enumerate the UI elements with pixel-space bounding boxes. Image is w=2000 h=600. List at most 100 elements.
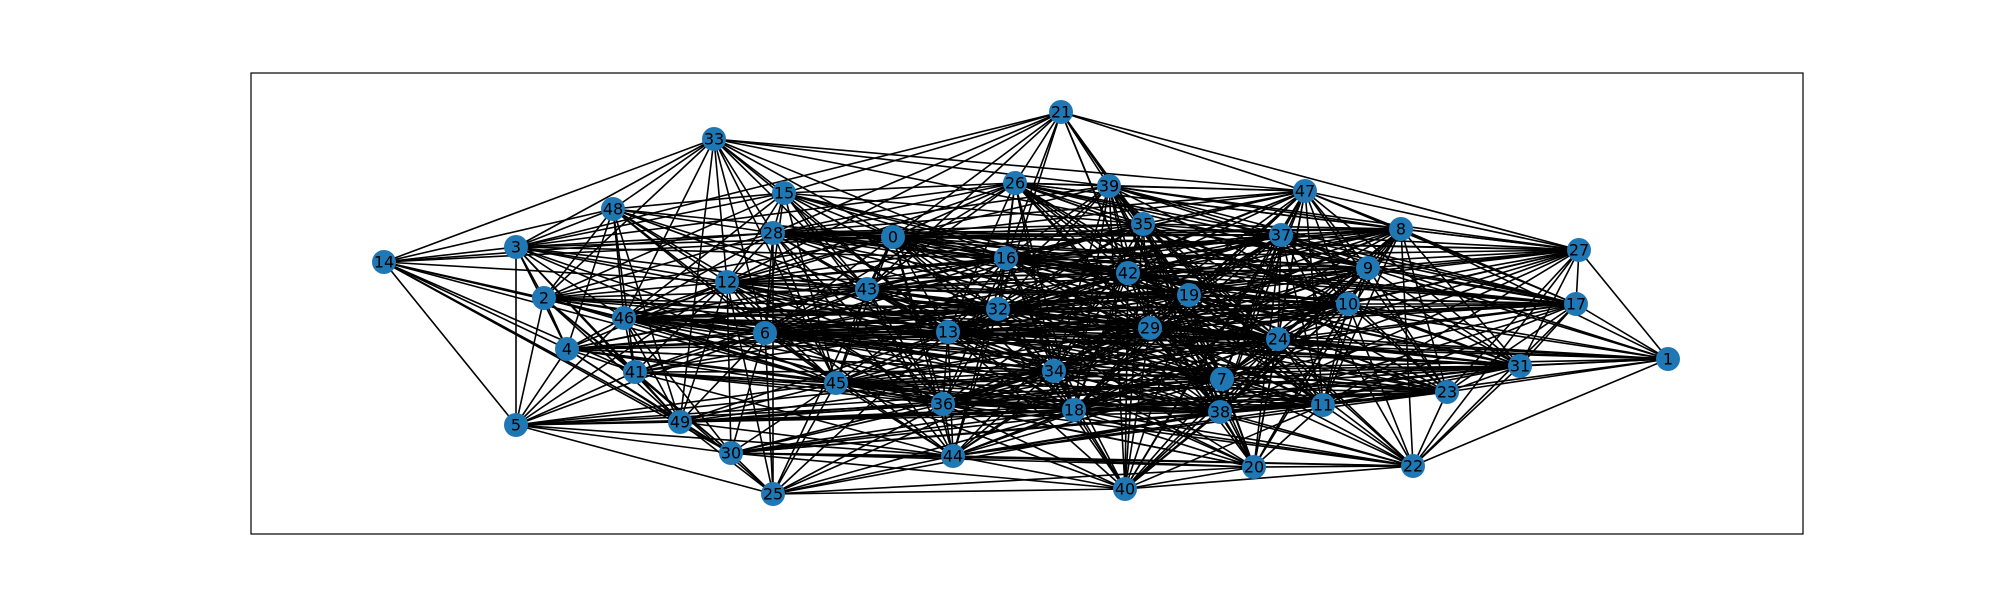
edge-33-3 bbox=[515, 138, 715, 248]
edge-39-38 bbox=[1108, 185, 1221, 413]
node-label-34: 34 bbox=[1044, 362, 1064, 381]
edge-27-1 bbox=[1578, 249, 1669, 360]
node-24: 24 bbox=[1266, 327, 1290, 351]
node-label-44: 44 bbox=[943, 447, 963, 466]
edge-5-25 bbox=[515, 424, 774, 495]
node-circle-31 bbox=[1508, 354, 1532, 378]
node-circle-8 bbox=[1389, 217, 1413, 241]
edge-14-33 bbox=[383, 138, 715, 263]
node-0: 0 bbox=[881, 225, 905, 249]
edge-13-18 bbox=[947, 331, 1075, 411]
edge-37-17 bbox=[1280, 234, 1577, 305]
edge-28-39 bbox=[772, 185, 1110, 234]
edge-11-22 bbox=[1322, 404, 1414, 467]
edge-24-40 bbox=[1124, 338, 1279, 490]
edge-8-23 bbox=[1400, 228, 1448, 393]
node-label-39: 39 bbox=[1099, 177, 1119, 196]
node-circle-27 bbox=[1567, 238, 1591, 262]
node-circle-16 bbox=[994, 246, 1018, 270]
edge-33-12 bbox=[713, 138, 728, 283]
edge-37-8 bbox=[1280, 228, 1402, 236]
edge-21-26 bbox=[1014, 111, 1062, 184]
edge-30-40 bbox=[730, 452, 1126, 490]
edge-29-18 bbox=[1073, 327, 1151, 411]
node-17: 17 bbox=[1564, 292, 1588, 316]
edge-28-8 bbox=[772, 228, 1402, 234]
node-47: 47 bbox=[1293, 179, 1317, 203]
edge-43-26 bbox=[866, 182, 1016, 290]
edge-42-34 bbox=[1053, 272, 1129, 372]
node-28: 28 bbox=[761, 221, 785, 245]
node-circle-45 bbox=[824, 371, 848, 395]
edge-44-40 bbox=[952, 455, 1126, 490]
node-31: 31 bbox=[1508, 354, 1532, 378]
edge-36-19 bbox=[942, 294, 1190, 405]
node-29: 29 bbox=[1138, 316, 1162, 340]
node-label-6: 6 bbox=[760, 324, 770, 343]
node-21: 21 bbox=[1049, 100, 1073, 124]
node-49: 49 bbox=[668, 410, 692, 434]
edge-5-45 bbox=[515, 382, 837, 426]
node-label-49: 49 bbox=[670, 413, 690, 432]
edge-15-46 bbox=[623, 192, 785, 319]
edge-42-32 bbox=[997, 272, 1129, 310]
edge-3-49 bbox=[515, 246, 681, 423]
node-26: 26 bbox=[1003, 171, 1027, 195]
edge-39-47 bbox=[1108, 185, 1306, 192]
edge-29-7 bbox=[1149, 327, 1223, 380]
node-8: 8 bbox=[1389, 217, 1413, 241]
edge-13-11 bbox=[947, 331, 1324, 406]
edge-14-28 bbox=[383, 232, 774, 263]
node-46: 46 bbox=[612, 306, 636, 330]
node-label-2: 2 bbox=[539, 289, 549, 308]
node-48: 48 bbox=[601, 197, 625, 221]
edge-24-31 bbox=[1277, 338, 1521, 367]
node-35: 35 bbox=[1131, 212, 1155, 236]
edge-47-27 bbox=[1304, 190, 1580, 251]
node-label-37: 37 bbox=[1271, 226, 1291, 245]
node-19: 19 bbox=[1177, 283, 1201, 307]
node-43: 43 bbox=[855, 277, 879, 301]
edge-37-9 bbox=[1280, 234, 1369, 269]
node-label-29: 29 bbox=[1140, 319, 1160, 338]
edge-11-40 bbox=[1124, 404, 1324, 490]
edge-9-1 bbox=[1367, 267, 1669, 360]
node-label-26: 26 bbox=[1005, 174, 1025, 193]
edge-30-46 bbox=[623, 317, 732, 454]
node-circle-14 bbox=[372, 250, 396, 274]
node-1: 1 bbox=[1656, 347, 1680, 371]
edge-6-26 bbox=[764, 182, 1016, 334]
edge-39-34 bbox=[1053, 185, 1110, 372]
edge-24-18 bbox=[1073, 338, 1279, 411]
edge-29-11 bbox=[1149, 327, 1324, 406]
node-circle-32 bbox=[986, 297, 1010, 321]
edge-41-36 bbox=[634, 371, 944, 405]
edge-44-34 bbox=[952, 370, 1055, 457]
edge-34-20 bbox=[1053, 370, 1255, 468]
edge-17-1 bbox=[1575, 303, 1669, 360]
edge-28-29 bbox=[772, 232, 1151, 329]
edge-25-40 bbox=[772, 488, 1126, 495]
edge-25-18 bbox=[772, 409, 1075, 495]
node-label-0: 0 bbox=[888, 228, 898, 247]
edge-37-34 bbox=[1053, 234, 1282, 372]
edge-32-23 bbox=[997, 308, 1448, 393]
edge-25-44 bbox=[772, 455, 954, 495]
node-circle-37 bbox=[1269, 223, 1293, 247]
edge-32-38 bbox=[997, 308, 1221, 413]
edge-26-32 bbox=[997, 182, 1016, 310]
edge-10-29 bbox=[1149, 303, 1349, 329]
node-circle-18 bbox=[1062, 398, 1086, 422]
edge-21-15 bbox=[783, 111, 1062, 194]
edge-13-40 bbox=[947, 331, 1126, 490]
plot-frame bbox=[250, 72, 1804, 535]
edge-10-20 bbox=[1253, 303, 1349, 468]
node-circle-40 bbox=[1113, 477, 1137, 501]
edge-3-43 bbox=[515, 246, 868, 290]
edge-24-11 bbox=[1277, 338, 1324, 406]
edge-18-7 bbox=[1073, 378, 1223, 411]
edge-44-22 bbox=[952, 455, 1414, 467]
node-circle-5 bbox=[504, 413, 528, 437]
edge-9-11 bbox=[1322, 267, 1369, 406]
